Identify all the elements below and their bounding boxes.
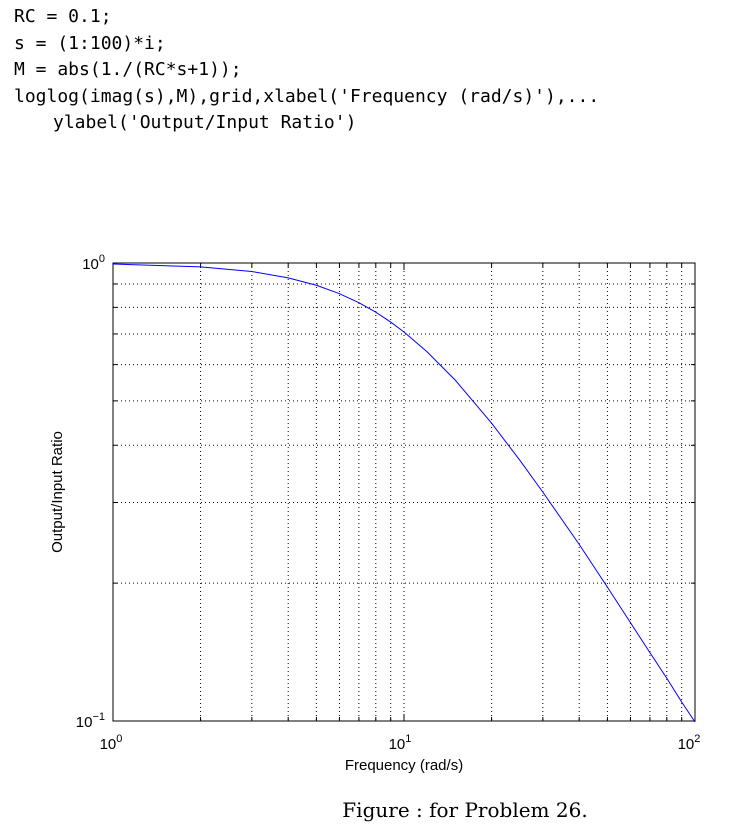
- x-axis-label: Frequency (rad/s): [345, 757, 463, 774]
- code-line-2: s = (1:100)*i;: [14, 32, 166, 54]
- y-tick-label: 10−1: [76, 711, 105, 731]
- x-tick-label: 101: [389, 733, 412, 753]
- code-line-4: loglog(imag(s),M),grid,xlabel('Frequency…: [14, 85, 600, 107]
- figure-caption: Figure : for Problem 26.: [342, 798, 588, 822]
- y-tick-label: 100: [82, 253, 105, 273]
- x-tick-label: 100: [100, 733, 123, 753]
- code-line-1: RC = 0.1;: [14, 6, 112, 27]
- y-axis-label: Output/Input Ratio: [49, 431, 66, 553]
- series-line: [112, 263, 696, 723]
- matlab-code-block: RC = 0.1; s = (1:100)*i; M = abs(1./(RC*s+…: [14, 4, 599, 137]
- tick-marks: [113, 263, 695, 721]
- code-line-5: ylabel('Output/Input Ratio'): [53, 112, 357, 133]
- code-line-3: M = abs(1./(RC*s+1));: [14, 59, 242, 80]
- grid-lines: [113, 263, 695, 721]
- x-tick-label: 102: [678, 733, 701, 753]
